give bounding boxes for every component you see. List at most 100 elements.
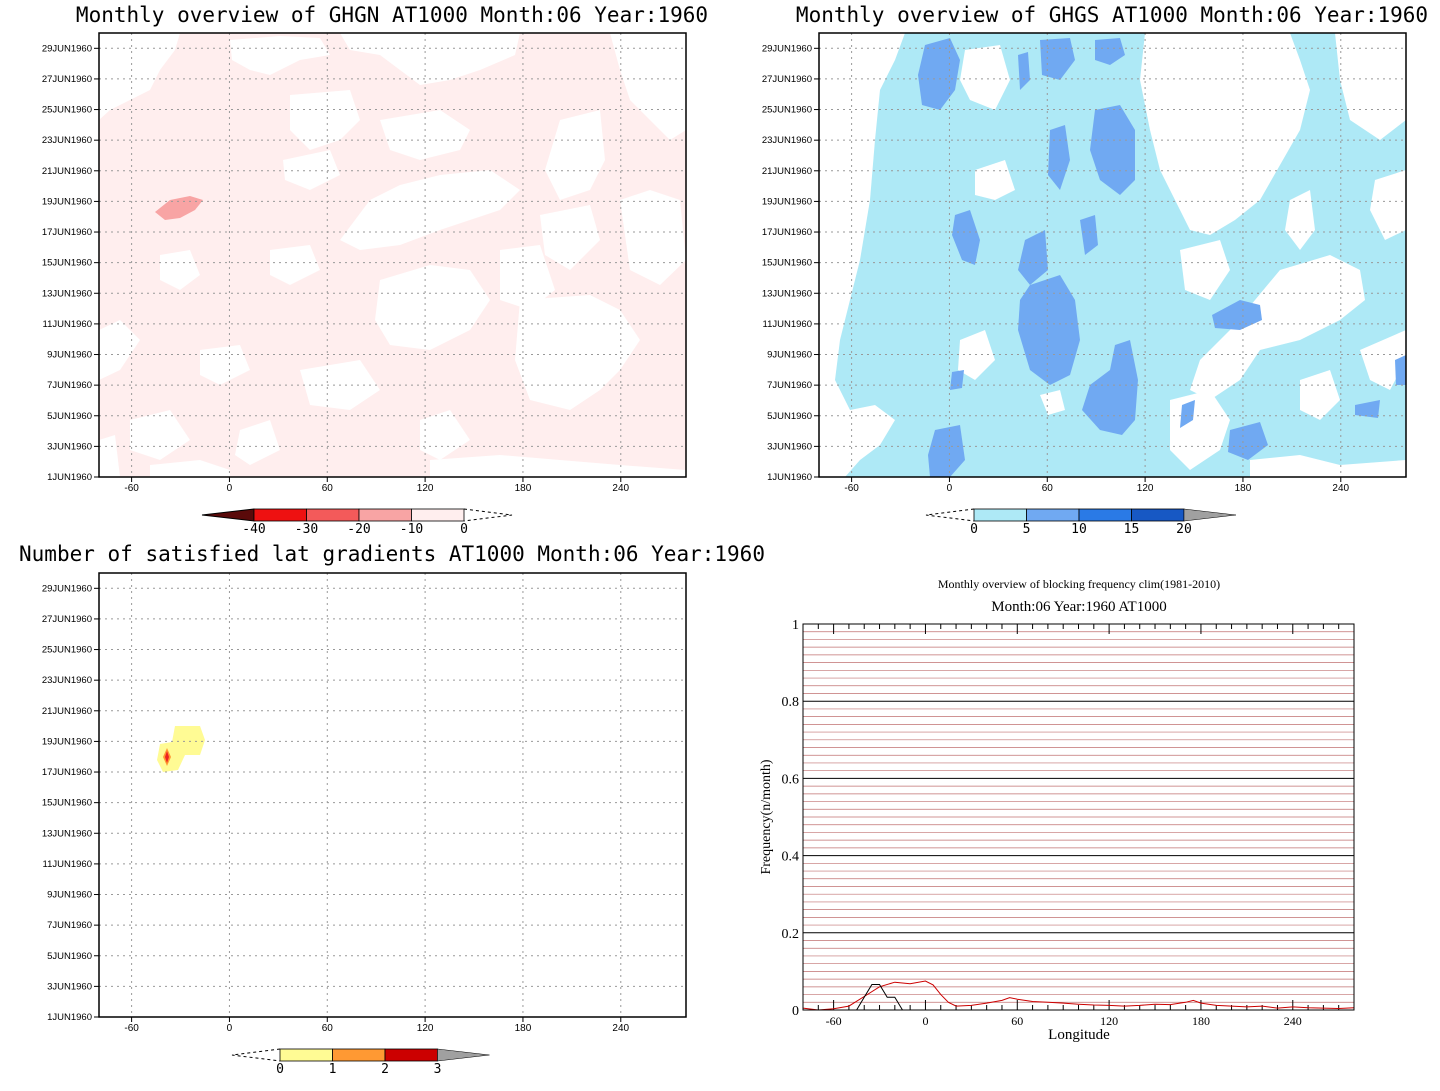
colorbar-segment: [332, 1048, 386, 1062]
lat-gradients-x-ticks: -60 0 60 120 180 240: [124, 1017, 630, 1034]
y-tick-label: 1JUN1960: [47, 472, 92, 483]
line-chart-gridlines: [803, 631, 1354, 1003]
x-tick-label: 60: [1042, 483, 1054, 494]
y-tick-label: 7JUN1960: [47, 920, 92, 931]
colorbar-label: 3: [434, 1062, 442, 1077]
colorbar-label: 0: [276, 1062, 284, 1077]
panel-lat-gradients: Number of satisfied lat gradients AT1000…: [19, 542, 765, 1077]
y-tick-label: 5JUN1960: [47, 411, 92, 422]
y-tick-label: 7JUN1960: [767, 380, 812, 391]
ghgn-fill: [99, 33, 686, 477]
ghgn-gridlines: [99, 33, 686, 477]
line-chart-y-tick-label: 1: [792, 618, 799, 633]
colorbar-segment: [306, 508, 360, 522]
line-chart-y-tick-label: 0: [792, 1004, 799, 1019]
x-tick-label: 180: [1235, 483, 1252, 494]
colorbar-label: -30: [295, 522, 318, 537]
line-chart-y-tick-label: 0.4: [782, 850, 800, 865]
panel-ghgn: Monthly overview of GHGN AT1000 Month:06…: [42, 3, 708, 537]
line-chart-x-tick-label: -60: [826, 1014, 842, 1028]
line-chart-y-tick-label: 0.8: [782, 695, 800, 710]
x-tick-label: 180: [515, 483, 532, 494]
y-tick-label: 17JUN1960: [762, 227, 812, 238]
colorbar-extend-high: [1183, 508, 1237, 522]
y-tick-label: 19JUN1960: [762, 196, 812, 207]
x-tick-label: 180: [515, 1023, 532, 1034]
colorbar-label: 5: [1023, 522, 1031, 537]
y-tick-label: 7JUN1960: [47, 380, 92, 391]
y-tick-label: 9JUN1960: [767, 350, 812, 361]
colorbar-label: 0: [970, 522, 978, 537]
y-tick-label: 11JUN1960: [43, 319, 92, 330]
ghgs-frame: [818, 32, 1407, 478]
y-tick-label: 15JUN1960: [42, 258, 92, 269]
x-tick-label: 120: [417, 483, 434, 494]
y-tick-label: 9JUN1960: [47, 350, 92, 361]
line-chart-y-tick-label: 0.6: [782, 772, 800, 787]
y-tick-label: 5JUN1960: [767, 411, 812, 422]
ghgn-field: [99, 33, 686, 477]
lat-gradients-gridlines: [99, 573, 686, 1017]
x-tick-label: 0: [227, 1023, 233, 1034]
ghgs-x-ticks: -60 0 60 120 180 240: [844, 477, 1350, 494]
x-tick-label: 60: [322, 1023, 334, 1034]
line-chart-x-tick-label: 60: [1011, 1014, 1023, 1028]
colorbar-segment: [973, 508, 1027, 522]
y-tick-label: 25JUN1960: [762, 105, 812, 116]
y-tick-label: 19JUN1960: [42, 196, 92, 207]
panel-ghgs: Monthly overview of GHGS AT1000 Month:06…: [762, 3, 1428, 537]
line-series-1: [802, 980, 1355, 1011]
y-tick-label: 13JUN1960: [42, 828, 92, 839]
ghgn-frame: [98, 32, 687, 478]
y-tick-label: 3JUN1960: [767, 441, 812, 452]
colorbar-extend-high: [463, 508, 513, 522]
y-tick-label: 23JUN1960: [42, 135, 92, 146]
ghgn-negative-patch: [155, 196, 203, 220]
y-tick-label: 3JUN1960: [47, 441, 92, 452]
panel-blocking-frequency: Monthly overview of blocking frequency c…: [759, 577, 1355, 1043]
ghgs-zero-areas: [819, 33, 1406, 477]
y-tick-label: 23JUN1960: [762, 135, 812, 146]
y-tick-label: 17JUN1960: [42, 227, 92, 238]
colorbar-segment: [384, 1048, 438, 1062]
colorbar-extend-low: [201, 508, 255, 522]
colorbar-label: 2: [381, 1062, 389, 1077]
x-tick-label: 0: [947, 483, 953, 494]
y-tick-label: 25JUN1960: [42, 105, 92, 116]
y-tick-label: 17JUN1960: [42, 767, 92, 778]
line-chart-ticks: 0 0.2 0.4 0.6 0.8 1 -60 0 60 120 180 240: [782, 618, 1355, 1028]
colorbar-segment: [1026, 508, 1080, 522]
colorbar-label: 1: [329, 1062, 337, 1077]
ghgs-gridlines: [819, 33, 1406, 477]
x-tick-label: 0: [227, 483, 233, 494]
x-tick-label: -60: [124, 1023, 139, 1034]
x-tick-label: 240: [1332, 483, 1349, 494]
y-tick-label: 25JUN1960: [42, 645, 92, 656]
line-chart-ylabel: Frequency(n/month): [759, 759, 774, 874]
y-tick-label: 15JUN1960: [42, 798, 92, 809]
line-chart-x-tick-label: 180: [1192, 1014, 1210, 1028]
y-tick-label: 5JUN1960: [47, 951, 92, 962]
x-tick-label: 240: [612, 1023, 629, 1034]
colorbar-extend-high: [437, 1048, 490, 1062]
x-tick-label: 240: [612, 483, 629, 494]
y-tick-label: 3JUN1960: [47, 981, 92, 992]
ghgs-colorbar: 0 5 10 15 20: [925, 508, 1237, 537]
y-tick-label: 21JUN1960: [42, 706, 92, 717]
colorbar-extend-low: [925, 508, 975, 522]
y-tick-label: 1JUN1960: [47, 1012, 92, 1023]
colorbar-label: -20: [347, 522, 370, 537]
ghgn-x-ticks: -60 0 60 120 180 240: [124, 477, 630, 494]
line-chart-x-tick-label: 240: [1284, 1014, 1302, 1028]
ghgs-field: [819, 33, 1406, 477]
y-tick-label: 19JUN1960: [42, 736, 92, 747]
panel-ghgs-title: Monthly overview of GHGS AT1000 Month:06…: [796, 3, 1428, 27]
line-chart-x-tick-label: 0: [922, 1014, 928, 1028]
lat-gradients-colorbar: 0 1 2 3: [231, 1048, 490, 1077]
y-tick-label: 29JUN1960: [42, 583, 92, 594]
colorbar-label: 20: [1176, 522, 1192, 537]
y-tick-label: 21JUN1960: [762, 166, 812, 177]
gradient-cell-3: [165, 751, 169, 763]
y-tick-label: 27JUN1960: [42, 74, 92, 85]
